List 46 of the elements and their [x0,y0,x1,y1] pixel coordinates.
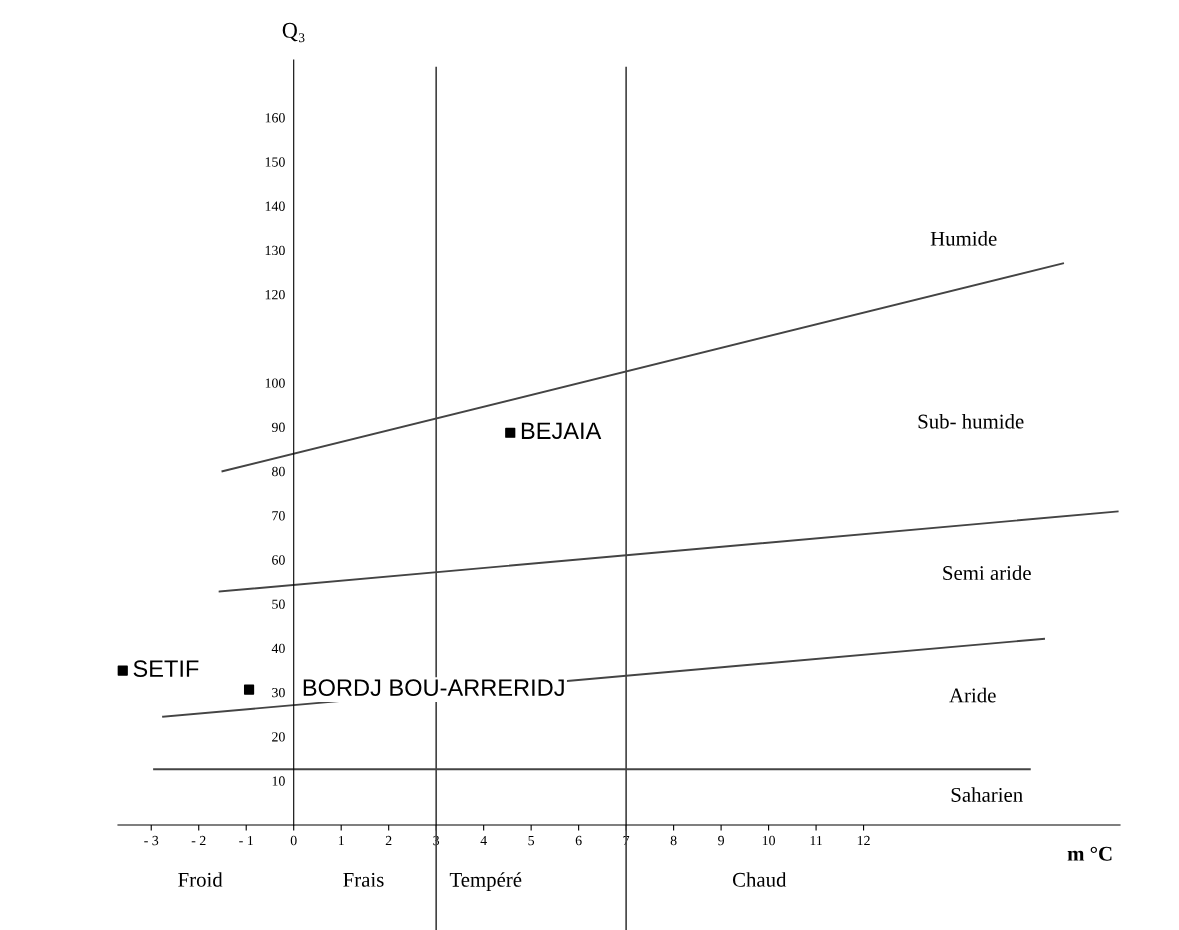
y-tick-label: 90 [271,422,285,432]
series-label: SETIF [133,660,199,678]
x-tick-label: 0 [290,835,297,846]
y-tick-label: 100 [265,378,285,388]
y-axis-title: Q₃ [282,22,305,43]
text: Froid [178,872,223,887]
text: Chaud [732,872,787,887]
y-tick-label: 130 [265,245,285,256]
y-tick-label: 20 [272,732,285,742]
y-tick-label: 120 [265,289,285,300]
text: Tempéré [449,872,522,892]
y-tick-label: 50 [272,599,285,609]
x-tick-label: 6 [575,835,582,846]
text: Frais [343,872,384,887]
y-tick-label: 10 [272,776,285,786]
x-tick-label: - 2 [191,835,206,846]
x-tick-label: 1 [338,835,344,846]
y-tick-label: 80 [272,466,285,477]
y-tick-label: 70 [272,511,285,521]
y-tick-label: 30 [272,687,285,698]
x-axis-title: m °C [1067,846,1112,861]
x-tick-label: 5 [528,835,535,846]
x-tick-label: 8 [670,835,677,846]
annotation: Humide [930,231,997,246]
x-tick-label: 10 [762,835,775,846]
y-tick-label: 160 [265,113,285,123]
x-tick-label: 4 [480,835,487,846]
annotation: Aride [949,687,996,703]
x-tick-label: - 3 [144,835,159,846]
x-tick-label: - 1 [239,835,253,846]
y-tick-label: 150 [265,157,285,167]
x-tick-label: 12 [857,835,870,846]
x-tick-label: 9 [718,835,724,846]
annotation: Sub- humide [918,413,1024,429]
point [243,684,255,695]
x-tick-label: 2 [385,835,392,846]
x-tick-label: 11 [810,835,822,846]
point [505,427,516,438]
y-tick-label: 40 [271,643,285,654]
point [117,665,128,676]
annotation: Saharien [951,787,1023,802]
annotation: Semi aride [943,565,1031,581]
y-tick-label: 140 [265,201,285,211]
series-label: BEJAIA [521,422,602,440]
text: BORDJ BOU-ARRERIDJ [303,679,564,697]
y-tick-label: 60 [272,555,285,565]
